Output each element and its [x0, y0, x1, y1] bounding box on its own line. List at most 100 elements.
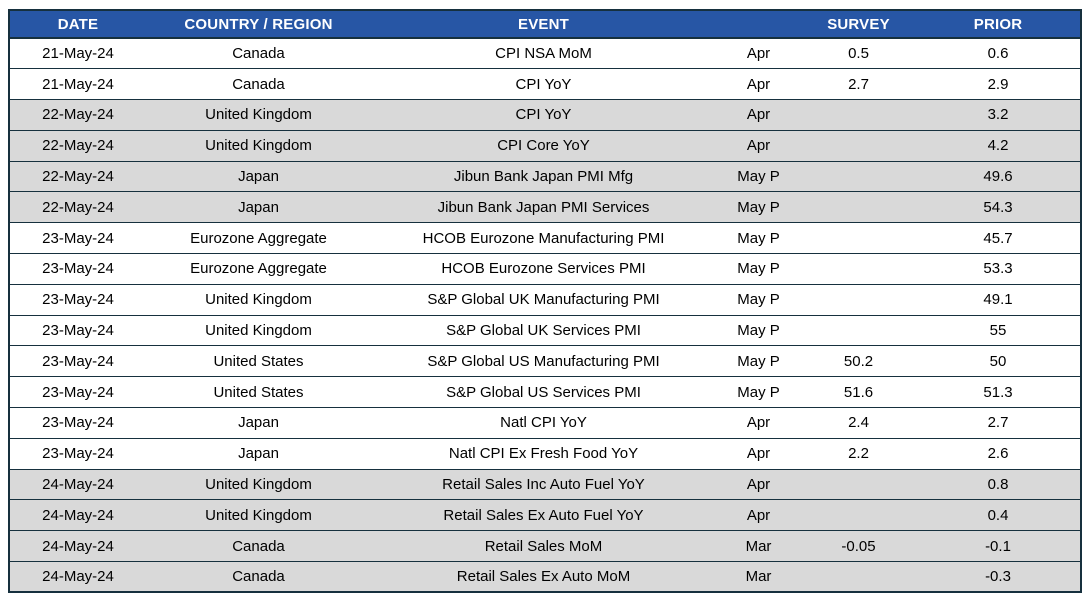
cell-country: Canada [232, 537, 285, 555]
cell-country: Canada [232, 75, 285, 93]
column-header-period [716, 10, 801, 38]
cell-survey [801, 284, 916, 315]
cell-prior: 0.6 [987, 45, 1009, 63]
cell-country: Canada [232, 568, 285, 586]
cell-date: 23-May-24 [42, 291, 114, 309]
table-row: 23-May-24 Eurozone Aggregate HCOB Eurozone… [9, 222, 1081, 254]
cell-event: CPI YoY [515, 75, 572, 93]
cell-date: 21-May-24 [42, 45, 114, 63]
cell-period: May P [737, 322, 780, 340]
economic-calendar-table: DATE COUNTRY / REGION EVENT SURVEY PRIOR 21-… [8, 9, 1082, 594]
cell-period: Apr [746, 106, 771, 124]
cell-survey [801, 100, 916, 131]
column-header-event: EVENT [517, 15, 569, 33]
cell-survey: 50.2 [843, 352, 874, 370]
cell-period: Mar [745, 568, 772, 586]
cell-date: 23-May-24 [42, 445, 114, 463]
table-row: 23-May-24 United Kingdom S&P Global UK Ser… [9, 315, 1081, 346]
cell-country: Eurozone Aggregate [190, 260, 327, 278]
cell-event: Natl CPI YoY [500, 414, 587, 432]
cell-prior: 0.4 [987, 506, 1009, 524]
table-row: 24-May-24 United Kingdom Retail Sales Ex A… [9, 499, 1081, 531]
cell-event: CPI Core YoY [497, 137, 590, 155]
cell-survey: 51.6 [843, 383, 874, 401]
cell-period: May P [737, 352, 780, 370]
cell-date: 22-May-24 [42, 198, 114, 216]
cell-period: May P [737, 168, 780, 186]
cell-survey [801, 254, 916, 285]
cell-survey: 2.2 [848, 445, 869, 463]
cell-country: Canada [232, 45, 285, 63]
cell-event: Jibun Bank Japan PMI Mfg [453, 168, 634, 186]
cell-date: 22-May-24 [42, 106, 114, 124]
cell-event: HCOB Eurozone Manufacturing PMI [422, 229, 665, 247]
cell-event: Jibun Bank Japan PMI Services [437, 198, 650, 216]
cell-prior: 2.9 [987, 75, 1009, 93]
cell-date: 23-May-24 [42, 229, 114, 247]
cell-prior: 49.6 [983, 168, 1013, 186]
cell-prior: 0.8 [987, 476, 1009, 494]
cell-country: United States [213, 352, 304, 370]
cell-survey [801, 315, 916, 346]
cell-date: 23-May-24 [42, 352, 114, 370]
cell-date: 23-May-24 [42, 414, 114, 432]
cell-date: 23-May-24 [42, 322, 114, 340]
cell-country: Japan [238, 414, 279, 432]
table-row: 23-May-24 United States S&P Global US Manu… [9, 345, 1081, 377]
table-row: 24-May-24 Canada Retail Sales MoM Mar -0.05 -… [9, 530, 1081, 562]
table-row: 23-May-24 Japan Natl CPI Ex Fresh Food YoY… [9, 438, 1081, 470]
cell-survey [801, 562, 916, 593]
cell-date: 22-May-24 [42, 168, 114, 186]
cell-country: United Kingdom [205, 506, 312, 524]
cell-prior: 49.1 [983, 291, 1013, 309]
cell-event: S&P Global US Services PMI [446, 383, 641, 401]
column-header-date: DATE [57, 15, 99, 33]
cell-event: CPI YoY [515, 106, 572, 124]
table-row: 22-May-24 Japan Jibun Bank Japan PMI Mfg Ma… [9, 161, 1081, 192]
cell-period: May P [737, 383, 780, 401]
cell-survey: -0.05 [841, 537, 876, 555]
table-row: 21-May-24 Canada CPI YoY Apr 2.7 2.9 [9, 68, 1081, 100]
cell-period: Apr [746, 137, 771, 155]
cell-date: 23-May-24 [42, 260, 114, 278]
cell-period: Apr [746, 414, 771, 432]
cell-country: United Kingdom [205, 137, 312, 155]
cell-prior: 4.2 [987, 137, 1009, 155]
table-row: 22-May-24 United Kingdom CPI YoY Apr 3.2 [9, 99, 1081, 131]
table-row: 23-May-24 Eurozone Aggregate HCOB Eurozone… [9, 253, 1081, 285]
table-row: 22-May-24 United Kingdom CPI Core YoY Apr 4.… [9, 130, 1081, 162]
cell-country: United Kingdom [205, 106, 312, 124]
cell-country: Japan [238, 445, 279, 463]
cell-country: United Kingdom [205, 476, 312, 494]
header-row: DATE COUNTRY / REGION EVENT SURVEY PRIOR [9, 10, 1081, 38]
cell-period: Apr [746, 45, 771, 63]
cell-prior: 45.7 [983, 229, 1013, 247]
cell-period: Apr [746, 445, 771, 463]
cell-event: Retail Sales MoM [484, 537, 603, 555]
cell-prior: 51.3 [983, 383, 1013, 401]
cell-date: 24-May-24 [42, 506, 114, 524]
cell-period: May P [737, 260, 780, 278]
cell-event: S&P Global US Manufacturing PMI [427, 352, 660, 370]
cell-prior: 2.6 [987, 445, 1009, 463]
table-row: 22-May-24 Japan Jibun Bank Japan PMI Servi… [9, 191, 1081, 223]
cell-survey: 2.4 [848, 414, 869, 432]
cell-country: Japan [238, 168, 279, 186]
cell-survey [801, 223, 916, 254]
cell-survey [801, 469, 916, 500]
cell-period: May P [737, 229, 780, 247]
cell-date: 24-May-24 [42, 537, 114, 555]
table-row: 23-May-24 Japan Natl CPI YoY Apr 2.4 2.7 [9, 407, 1081, 439]
cell-country: Eurozone Aggregate [190, 229, 327, 247]
cell-prior: 54.3 [983, 198, 1013, 216]
cell-prior: 55 [989, 322, 1007, 340]
table-row: 21-May-24 Canada CPI NSA MoM Apr 0.5 0.6 [9, 38, 1081, 69]
cell-date: 21-May-24 [42, 75, 114, 93]
cell-event: Retail Sales Ex Auto Fuel YoY [443, 506, 644, 524]
cell-country: Japan [238, 198, 279, 216]
column-header-survey: SURVEY [827, 15, 890, 33]
cell-survey [801, 192, 916, 223]
cell-prior: 3.2 [987, 106, 1009, 124]
cell-period: May P [737, 291, 780, 309]
